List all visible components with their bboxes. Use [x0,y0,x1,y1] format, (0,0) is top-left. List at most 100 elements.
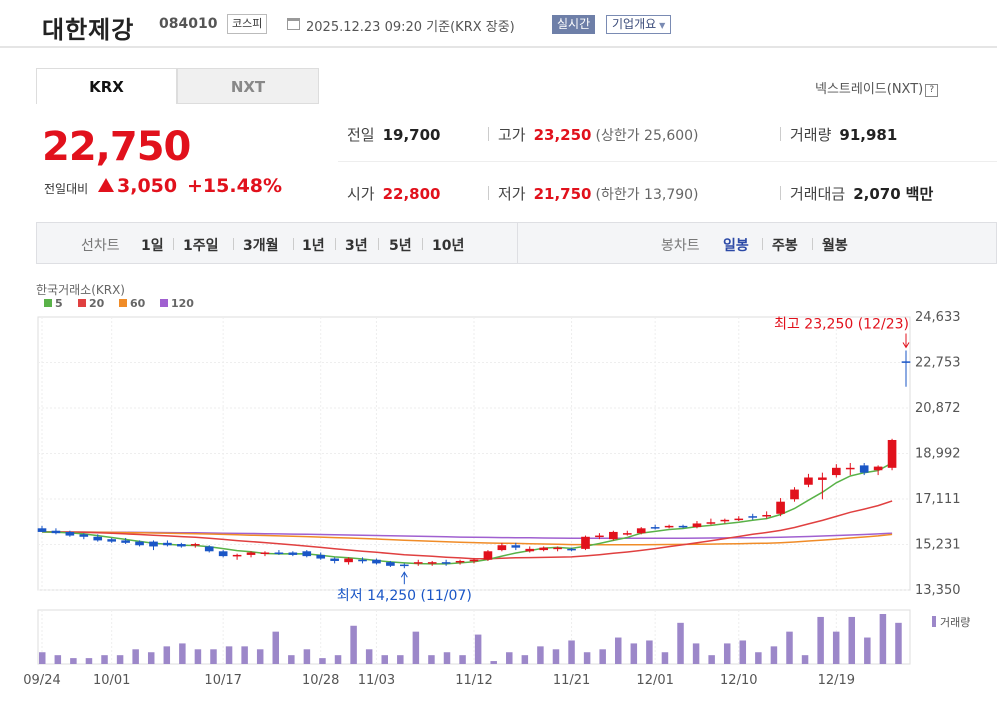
candle-body [93,536,103,541]
volume-bar [537,646,544,664]
candle-body [706,522,716,524]
volume-bar [225,646,233,664]
volume-bar [848,616,856,664]
candle-body [818,477,827,480]
volume-bar [817,616,824,664]
candle-body [650,527,660,529]
candle-body [901,361,911,363]
volume-bar [770,646,778,664]
candle-body [525,548,535,552]
period-1w[interactable]: 1주일 [183,238,219,254]
volume-bar [879,614,887,664]
candle-body [873,466,883,471]
candle-body [218,551,228,557]
legend-swatch-ma20 [78,299,86,307]
legend-swatch-ma60 [119,299,127,307]
chart-controls: 선차트 1일 1주일 3개월 1년 3년 5년 10년 봉차트 일봉 주봉 월봉 [36,222,997,264]
low-arrowhead-icon [400,571,408,578]
candle-body [539,547,548,551]
tab-nxt[interactable]: NXT [177,68,319,104]
volume-bar [163,646,171,664]
volume-bar [85,658,93,664]
candle-body [762,514,771,517]
divider [338,161,997,162]
candle-body [149,541,158,547]
volume-bar [256,649,264,664]
candle-body [595,535,604,538]
candle-body [636,528,646,534]
nextrade-link[interactable]: 넥스트레이드(NXT)? [815,78,939,97]
ma60-line [41,531,893,546]
legend-swatch-ma120 [160,299,168,307]
volume-bar [864,637,871,664]
caret-down-icon: ▼ [659,21,666,30]
period-1d[interactable]: 1일 [141,238,164,254]
volume-bar [755,652,762,664]
line-chart-label: 선차트 [81,238,120,254]
volume-bar [412,631,420,664]
company-overview-dropdown[interactable]: 기업개요 ▼ [606,15,672,34]
divider [293,238,294,250]
candle-body [455,560,465,563]
stat-volume: 거래량 91,981 [790,126,898,144]
period-1y[interactable]: 1년 [302,238,325,254]
period-10y[interactable]: 10년 [432,238,465,254]
candle-body [344,558,353,563]
legend-label-ma5: 5 [55,297,63,310]
tab-krx[interactable]: KRX [36,68,177,104]
candle-body [622,533,632,535]
volume-bar [459,655,466,664]
candle-body [163,542,172,546]
volume-bar [381,655,388,664]
realtime-button[interactable]: 실시간 [552,15,596,34]
up-triangle-icon [98,178,114,192]
x-tick-label: 11/12 [455,673,492,688]
candle-body [483,551,493,560]
chart-svg: 한국거래소(KRX)5 20 60 120 24,633 22,753 20,872 18,9… [23,283,970,688]
period-5y[interactable]: 5년 [389,238,412,254]
candle-body [609,531,618,540]
change-value: 3,050 [117,175,178,197]
period-3y[interactable]: 3년 [345,238,368,254]
divider [780,127,781,141]
volume-bar [692,643,700,664]
legend-label-ma120: 120 [171,297,194,310]
candle-body [190,544,200,546]
divider [488,127,489,141]
candle-body [121,540,130,543]
volume-bar [39,652,46,664]
candle-body [316,554,326,559]
ma5-line [41,462,893,565]
volume-bar [786,631,793,664]
candle-body [135,541,144,546]
candle-daily[interactable]: 일봉 [723,238,749,254]
candle-monthly[interactable]: 월봉 [822,238,848,254]
candle-body [37,528,47,532]
legend-label-ma20: 20 [89,297,105,310]
candle-weekly[interactable]: 주봉 [772,238,798,254]
candle-body [400,564,409,567]
period-3m[interactable]: 3개월 [243,238,279,254]
volume-bar [101,655,108,664]
candle-body [790,489,799,500]
help-icon[interactable]: ? [925,84,939,97]
stock-name: 대한제강 [42,16,135,44]
volume-bar [521,655,529,664]
candle-chart-label: 봉차트 [661,238,700,254]
ma20-line [41,500,893,560]
volume-bar [552,649,560,664]
volume-bar [739,640,747,664]
volume-bar [615,637,622,664]
y-tick-label: 24,633 [915,310,961,325]
volume-bar [334,655,342,664]
volume-bar [506,652,513,664]
volume-bar [443,652,451,664]
volume-bar [303,649,311,664]
chart-source-label: 한국거래소(KRX) [36,283,125,297]
divider [335,238,336,250]
volume-bar [350,625,357,664]
candle-body [664,525,674,528]
candle-body [177,544,186,547]
volume-bar [583,652,591,664]
candle-body [692,523,702,528]
